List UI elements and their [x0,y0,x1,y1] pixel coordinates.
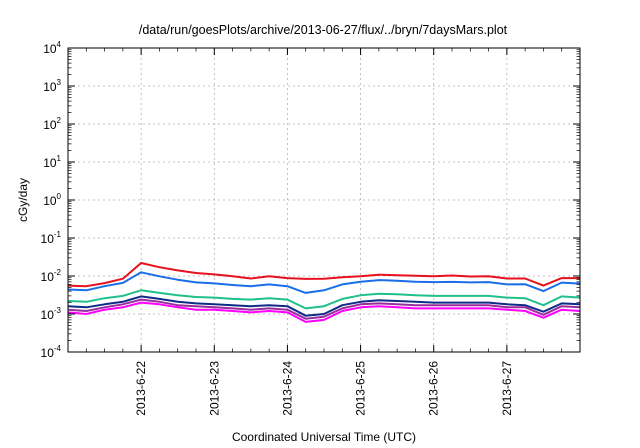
x-tick-label: 2013-6-23 [207,361,221,416]
y-tick-label: 10-3 [41,306,62,322]
x-axis-label: Coordinated Universal Time (UTC) [232,430,416,444]
series-line-2 [67,271,581,294]
y-tick-label: 100 [43,192,61,208]
series-line-4 [67,295,581,317]
x-tick-label: 2013-6-22 [134,361,148,416]
y-axis-label: cGy/day [16,178,30,222]
y-tick-label: 101 [43,154,61,170]
series-group [67,262,581,323]
y-tick-label: 103 [43,78,61,94]
grid-lines [68,48,580,352]
x-tick-label: 2013-6-25 [354,361,368,416]
y-tick-labels: 10-4 10-3 10-2 10-1 100 101 102 103 104 [41,40,62,360]
series-line-6 [67,301,581,323]
x-tick-label: 2013-6-27 [500,361,514,416]
x-tick-label: 2013-6-24 [280,361,294,416]
chart-title: /data/run/goesPlots/archive/2013-06-27/f… [139,23,508,37]
y-tick-label: 102 [43,116,61,132]
ticks [68,47,580,353]
series-line-3 [67,289,581,310]
x-tick-labels: 2013-6-22 2013-6-23 2013-6-24 2013-6-25 2013… [134,361,514,416]
y-tick-label: 104 [43,40,61,56]
y-tick-label: 10-4 [41,344,62,360]
y-tick-label: 10-1 [41,230,62,246]
x-tick-label: 2013-6-26 [427,361,441,416]
y-tick-label: 10-2 [41,268,62,284]
series-line-1 [67,262,580,288]
series-line-5 [67,298,581,320]
